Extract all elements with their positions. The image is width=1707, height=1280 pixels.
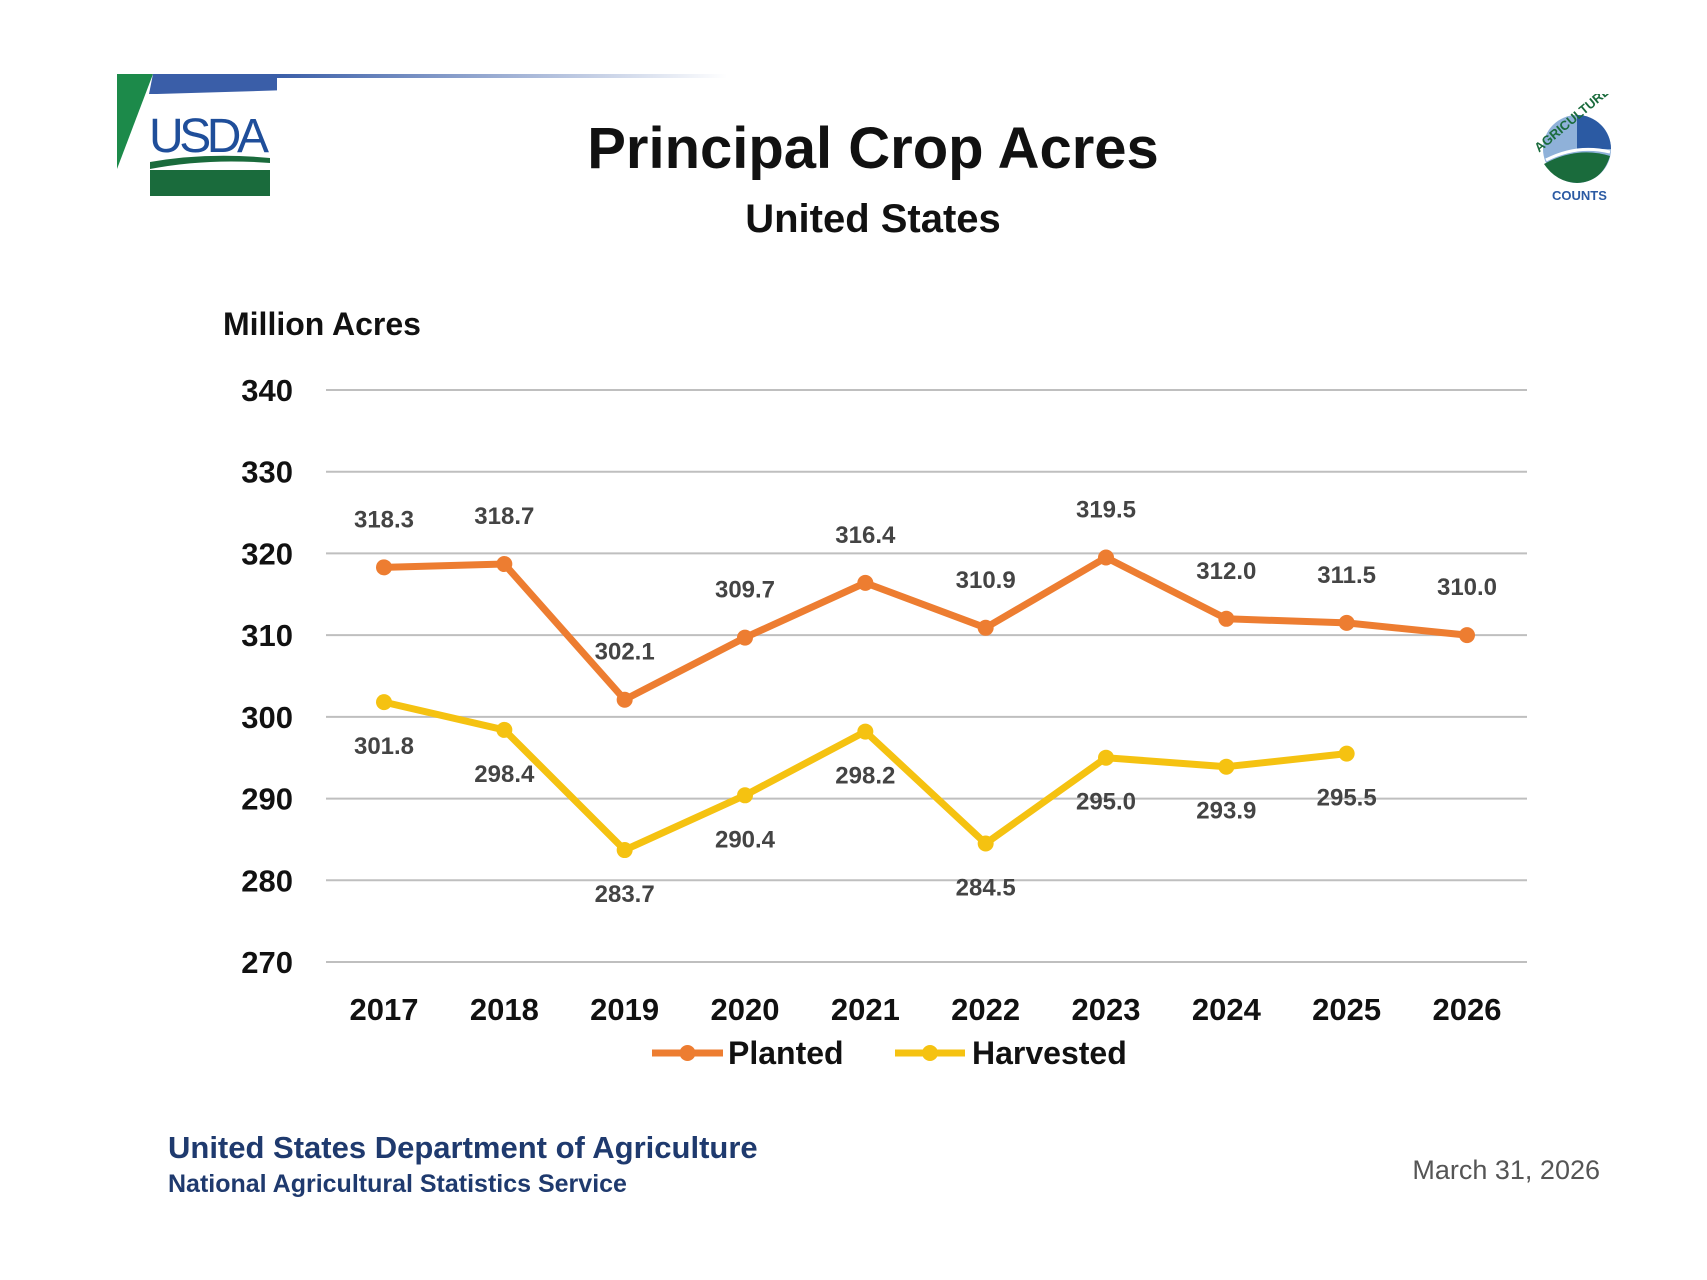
data-label: 319.5 — [1076, 497, 1136, 524]
x-tick-label: 2022 — [951, 992, 1020, 1027]
agriculture-counts-logo: AGRICULTURE COUNTS — [1522, 83, 1632, 204]
x-tick-label: 2026 — [1433, 992, 1502, 1027]
data-point — [1459, 627, 1475, 644]
data-label: 310.0 — [1437, 574, 1497, 601]
data-label: 284.5 — [956, 875, 1016, 902]
data-point — [496, 556, 513, 573]
y-tick-label: 330 — [241, 455, 293, 490]
data-point — [1218, 610, 1235, 627]
data-label: 311.5 — [1317, 562, 1376, 589]
x-tick-label: 2020 — [711, 992, 780, 1027]
legend-swatch-marker — [922, 1045, 938, 1061]
y-tick-label: 290 — [241, 782, 293, 817]
legend-swatch-marker — [679, 1045, 696, 1061]
legend-label: Harvested — [972, 1035, 1127, 1071]
y-tick-label: 270 — [241, 945, 293, 980]
y-tick-label: 310 — [241, 618, 293, 653]
data-point — [376, 559, 392, 576]
x-tick-label: 2025 — [1312, 992, 1381, 1027]
footer-agency: National Agricultural Statistics Service — [168, 1170, 627, 1198]
header-stripe — [277, 74, 727, 78]
data-label: 298.4 — [474, 761, 535, 788]
y-tick-label: 280 — [241, 863, 293, 898]
data-point — [977, 619, 994, 636]
data-label: 309.7 — [715, 577, 775, 604]
x-tick-label: 2019 — [590, 992, 659, 1027]
y-tick-label: 300 — [241, 700, 293, 735]
data-label: 318.7 — [474, 503, 534, 530]
chart-title: Principal Crop Acres — [587, 116, 1159, 181]
data-label: 316.4 — [835, 522, 896, 549]
svg-text:USDA: USDA — [149, 110, 269, 163]
data-point — [857, 723, 874, 740]
x-tick-label: 2017 — [350, 992, 419, 1027]
data-point — [616, 842, 633, 859]
data-label: 318.3 — [354, 506, 414, 533]
data-label: 290.4 — [715, 826, 776, 853]
data-label: 283.7 — [595, 881, 655, 908]
legend-label: Planted — [728, 1035, 844, 1071]
series-line-planted — [383, 554, 1468, 704]
data-label: 312.0 — [1196, 558, 1256, 585]
data-point — [737, 787, 753, 804]
footer-date: March 31, 2026 — [1412, 1155, 1600, 1185]
data-label: 298.2 — [835, 763, 895, 790]
y-tick-label: 320 — [241, 536, 293, 571]
y-axis-label: Million Acres — [223, 306, 421, 342]
data-label: 310.9 — [956, 567, 1016, 594]
x-tick-label: 2023 — [1072, 992, 1141, 1027]
svg-text:COUNTS: COUNTS — [1552, 188, 1607, 203]
data-point — [1338, 745, 1355, 762]
x-tick-label: 2018 — [470, 992, 539, 1027]
x-tick-label: 2021 — [831, 992, 900, 1027]
data-point — [737, 629, 753, 646]
data-label: 293.9 — [1196, 798, 1256, 825]
data-point — [376, 694, 392, 711]
data-point — [977, 835, 994, 852]
data-point — [1218, 758, 1235, 775]
data-point — [616, 691, 633, 708]
data-label: 302.1 — [595, 639, 655, 666]
data-point — [1098, 549, 1114, 566]
footer-org: United States Department of Agriculture — [168, 1130, 758, 1165]
data-label: 295.0 — [1076, 789, 1136, 816]
y-tick-label: 340 — [241, 373, 293, 408]
x-tick-label: 2024 — [1192, 992, 1262, 1027]
chart-subtitle: United States — [745, 197, 1001, 241]
data-point — [1098, 749, 1114, 766]
data-point — [496, 721, 513, 738]
data-point — [1338, 614, 1355, 631]
data-label: 295.5 — [1317, 785, 1377, 812]
data-point — [857, 574, 874, 591]
data-label: 301.8 — [354, 733, 414, 760]
